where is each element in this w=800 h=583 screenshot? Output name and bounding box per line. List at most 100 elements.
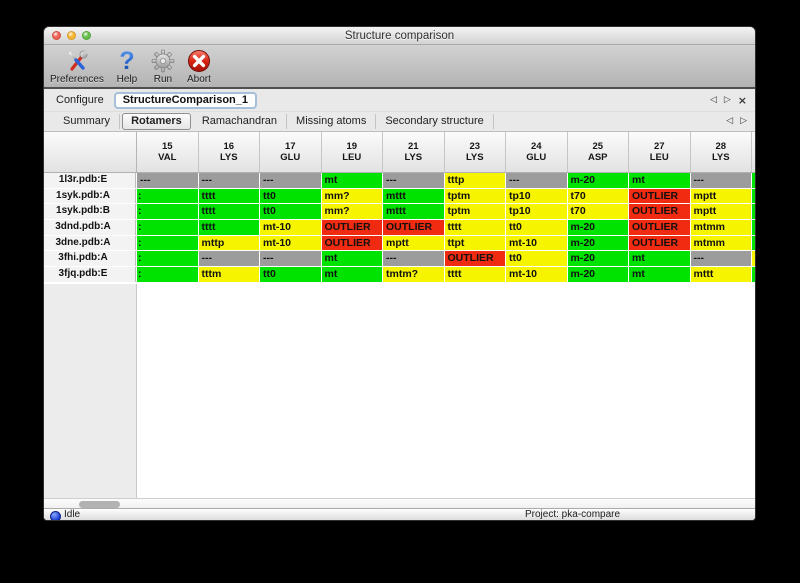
rotamer-cell[interactable]: :: [137, 235, 198, 251]
clipped-rotamer-cell[interactable]: [752, 204, 755, 220]
column-header[interactable]: 23 LYS: [445, 132, 506, 172]
rotamer-cell[interactable]: ---: [690, 173, 751, 188]
column-header[interactable]: 25 ASP: [568, 132, 629, 172]
help-button[interactable]: ? Help: [112, 47, 142, 86]
title-bar[interactable]: Structure comparison: [44, 27, 755, 45]
rotamer-cell[interactable]: tttm: [198, 267, 259, 282]
rotamer-cell[interactable]: ---: [383, 173, 444, 188]
rotamer-cell[interactable]: mm?: [321, 204, 382, 220]
preferences-button[interactable]: Preferences: [48, 47, 106, 86]
rotamer-cell[interactable]: tt0: [506, 251, 567, 267]
column-header[interactable]: 15 VAL: [137, 132, 199, 172]
row-label[interactable]: 1syk.pdb:B: [44, 204, 136, 220]
rotamer-cell[interactable]: mtmm: [690, 220, 751, 235]
rotamer-cell[interactable]: mt: [629, 267, 690, 282]
zoom-window-button[interactable]: [82, 31, 91, 40]
rotamer-cell[interactable]: ttpt: [444, 235, 505, 251]
rotamer-cell[interactable]: tt0: [260, 188, 321, 204]
clipped-rotamer-cell[interactable]: [752, 235, 755, 251]
rotamer-cell[interactable]: m-20: [567, 267, 628, 282]
rotamer-cell[interactable]: tttp: [444, 173, 505, 188]
rotamer-cell[interactable]: mt: [321, 267, 382, 282]
column-header[interactable]: 17 GLU: [260, 132, 322, 172]
rotamer-cell[interactable]: ---: [137, 173, 198, 188]
rotamer-cell[interactable]: ---: [690, 251, 751, 267]
rotamer-cell[interactable]: mt-10: [260, 220, 321, 235]
horizontal-scrollbar[interactable]: [44, 498, 755, 510]
outlier-cell[interactable]: OUTLIER: [629, 235, 690, 251]
row-label[interactable]: 3dne.pdb:A: [44, 235, 136, 251]
rotamer-cell[interactable]: tt0: [260, 267, 321, 282]
prev-configuration-icon[interactable]: ◁: [709, 95, 717, 105]
rotamer-cell[interactable]: mt-10: [506, 267, 567, 282]
minimize-window-button[interactable]: [67, 31, 76, 40]
rotamer-cell[interactable]: t70: [567, 188, 628, 204]
close-window-button[interactable]: [52, 31, 61, 40]
rotamer-cell[interactable]: tptm: [444, 188, 505, 204]
rotamer-cell[interactable]: mttt: [383, 188, 444, 204]
rotamer-cell[interactable]: mptt: [383, 235, 444, 251]
rotamer-cell[interactable]: tmtm?: [383, 267, 444, 282]
clipped-rotamer-cell[interactable]: [752, 267, 755, 282]
tab-missing-atoms[interactable]: Missing atoms: [287, 114, 377, 129]
tab-ramachandran[interactable]: Ramachandran: [193, 114, 288, 129]
rotamer-cell[interactable]: tttt: [444, 267, 505, 282]
prev-tab-icon[interactable]: ◁: [726, 116, 734, 126]
tab-summary[interactable]: Summary: [54, 114, 121, 129]
rotamer-cell[interactable]: ---: [198, 173, 259, 188]
tab-rotamers[interactable]: Rotamers: [122, 113, 191, 130]
rotamer-cell[interactable]: tp10: [506, 204, 567, 220]
rotamer-cell[interactable]: tttt: [198, 188, 259, 204]
rotamer-cell[interactable]: m-20: [567, 251, 628, 267]
column-header[interactable]: 16 LYS: [199, 132, 260, 172]
close-configuration-icon[interactable]: ×: [737, 94, 747, 107]
outlier-cell[interactable]: OUTLIER: [321, 235, 382, 251]
rotamer-cell[interactable]: mptt: [690, 188, 751, 204]
rotamer-cell[interactable]: tp10: [506, 188, 567, 204]
rotamer-cell[interactable]: ---: [260, 173, 321, 188]
rotamer-cell[interactable]: m-20: [567, 220, 628, 235]
clipped-rotamer-cell[interactable]: [752, 173, 755, 188]
rotamer-cell[interactable]: m-20: [567, 235, 628, 251]
rotamer-cell[interactable]: mptt: [690, 204, 751, 220]
rotamer-cell[interactable]: mttp: [198, 235, 259, 251]
configuration-name-field[interactable]: StructureComparison_1: [113, 91, 258, 109]
column-header[interactable]: 27 LEU: [629, 132, 691, 172]
rotamer-cell[interactable]: tptm: [444, 204, 505, 220]
rotamer-cell[interactable]: tt0: [260, 204, 321, 220]
rotamer-cell[interactable]: tttt: [198, 220, 259, 235]
rotamer-cell[interactable]: mtmm: [690, 235, 751, 251]
rotamer-cell[interactable]: mttt: [690, 267, 751, 282]
column-header[interactable]: 21 LYS: [383, 132, 445, 172]
rotamer-cell[interactable]: :: [137, 220, 198, 235]
abort-button[interactable]: Abort: [184, 47, 214, 86]
column-header[interactable]: 19 LEU: [322, 132, 383, 172]
rotamer-cell[interactable]: mm?: [321, 188, 382, 204]
rotamer-cell[interactable]: :: [137, 188, 198, 204]
rotamer-cell[interactable]: :: [137, 251, 198, 267]
rotamer-cell[interactable]: ---: [506, 173, 567, 188]
rotamer-cell[interactable]: :: [137, 267, 198, 282]
row-label[interactable]: 3dnd.pdb:A: [44, 220, 136, 235]
rotamer-cell[interactable]: ---: [383, 251, 444, 267]
outlier-cell[interactable]: OUTLIER: [629, 220, 690, 235]
rotamer-cell[interactable]: mt: [629, 251, 690, 267]
column-header[interactable]: 28 LYS: [691, 132, 752, 172]
outlier-cell[interactable]: OUTLIER: [629, 188, 690, 204]
outlier-cell[interactable]: OUTLIER: [321, 220, 382, 235]
tab-secondary-structure[interactable]: Secondary structure: [376, 114, 494, 129]
rotamer-cell[interactable]: mt-10: [260, 235, 321, 251]
rotamer-cell[interactable]: tttt: [444, 220, 505, 235]
rotamer-cell[interactable]: mttt: [383, 204, 444, 220]
clipped-rotamer-cell[interactable]: [752, 251, 755, 267]
row-label[interactable]: 1syk.pdb:A: [44, 188, 136, 204]
column-header[interactable]: 24 GLU: [506, 132, 568, 172]
row-label[interactable]: 3fjq.pdb:E: [44, 267, 136, 282]
rotamer-cell[interactable]: m-20: [567, 173, 628, 188]
row-label[interactable]: 1l3r.pdb:E: [44, 173, 136, 188]
rotamer-cell[interactable]: t70: [567, 204, 628, 220]
rotamer-cell[interactable]: tttt: [198, 204, 259, 220]
outlier-cell[interactable]: OUTLIER: [383, 220, 444, 235]
outlier-cell[interactable]: OUTLIER: [444, 251, 505, 267]
next-tab-icon[interactable]: ▷: [740, 116, 747, 126]
